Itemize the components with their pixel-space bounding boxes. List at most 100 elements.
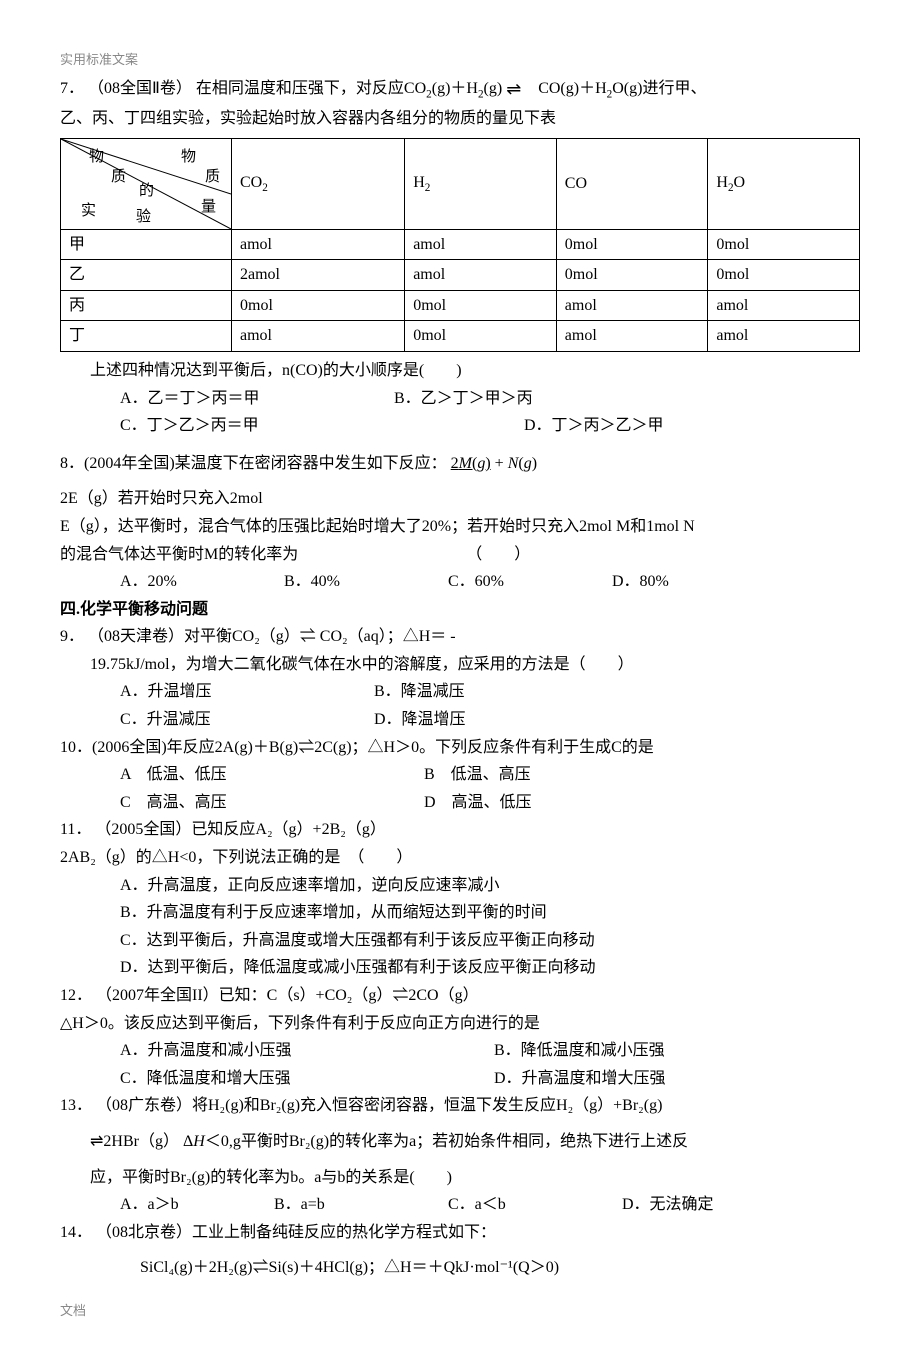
q7-stem-b: (g)＋H: [432, 80, 478, 97]
q13-line2: ⇌2HBr（g） ΔH＜0,g平衡时Br₂(g)的转化率为a；若初始条件相同，绝…: [60, 1129, 860, 1155]
q7-optA: A．乙＝丁＞丙＝甲: [120, 386, 390, 412]
q7-stem-line1: 7． （08全国Ⅱ卷） 在相同温度和压强下，对反应CO2(g)＋H2(g) CO…: [60, 75, 860, 104]
cell: 0mol: [405, 321, 557, 352]
q9-optD: D．降温增压: [374, 711, 466, 728]
cell: amol: [556, 290, 708, 321]
table-row: 丙 0mol 0mol amol amol: [61, 290, 860, 321]
cell: amol: [556, 321, 708, 352]
q9-options-row2: C．升温减压 D．降温增压: [60, 707, 860, 733]
q12-optC: C．降低温度和增大压强: [120, 1066, 490, 1092]
q13-line2b: ＜0,g平衡时Br₂(g)的转化率为a；若初始条件相同，绝热下进行上述反: [205, 1133, 688, 1150]
col-header: H2O: [708, 138, 860, 229]
q12-line2: △H＞0。该反应达到平衡后，下列条件有利于反应向正方向进行的是: [60, 1011, 860, 1037]
q11-optC: C．达到平衡后，升高温度或增大压强都有利于该反应平衡正向移动: [60, 928, 860, 954]
q14-line2: SiCl₄(g)＋2H₂(g)⇌Si(s)＋4HCl(g)；△H＝＋QkJ·mo…: [60, 1255, 860, 1281]
q7-table: 物 物 质 质 的 实 验 量 CO2 H2 CO H2O 甲 amol amo…: [60, 138, 860, 352]
q9-line1: 9． （08天津卷）对平衡CO₂（g）⇌ CO₂（aq）；△H＝ -: [60, 624, 860, 650]
diag-label-4: 的: [139, 179, 154, 203]
q11-optB: B．升高温度有利于反应速率增加，从而缩短达到平衡的时间: [60, 900, 860, 926]
q9-line2: 19.75kJ/mol，为增大二氧化碳气体在水中的溶解度，应采用的方法是（ ）: [60, 652, 860, 678]
q12-line1: 12． （2007年全国II）已知：C（s）+CO₂（g）⇌2CO（g）: [60, 983, 860, 1009]
q12-options-row1: A．升高温度和减小压强 B．降低温度和减小压强: [60, 1038, 860, 1064]
q7-options-row2: C．丁＞乙＞丙＝甲 D．丁＞丙＞乙＞甲: [60, 413, 860, 439]
diagonal-header-cell: 物 物 质 质 的 实 验 量: [61, 138, 232, 229]
cell: amol: [405, 229, 557, 260]
table-row: 乙 2amol amol 0mol 0mol: [61, 260, 860, 291]
q8-options: A．20% B．40% C．60% D．80%: [60, 569, 860, 595]
q10-options-row2: C 高温、高压 D 高温、低压: [60, 790, 860, 816]
q8-line1: 8．(2004年全国)某温度下在密闭容器中发生如下反应： 2M(g) + N(g…: [60, 451, 860, 477]
table-header-row: 物 物 质 质 的 实 验 量 CO2 H2 CO H2O: [61, 138, 860, 229]
row-label: 甲: [61, 229, 232, 260]
q13-optB: B．a=b: [274, 1192, 444, 1218]
q7-stem-a: 在相同温度和压强下，对反应CO: [196, 80, 426, 97]
q7-options-row1: A．乙＝丁＞丙＝甲 B．乙＞丁＞甲＞丙: [60, 386, 860, 412]
q13-options: A．a＞b B．a=b C．a＜b D．无法确定: [60, 1192, 860, 1218]
q8-optD: D．80%: [612, 573, 669, 590]
cell: 0mol: [405, 290, 557, 321]
q7-stem-d: CO(g)＋H: [538, 80, 606, 97]
cell: 2amol: [232, 260, 405, 291]
q13-line3: 应，平衡时Br₂(g)的转化率为b。a与b的关系是( ): [60, 1165, 860, 1191]
q8-optC: C．60%: [448, 569, 608, 595]
q8-optA: A．20%: [120, 569, 280, 595]
q7-stem-c: (g): [484, 80, 503, 97]
col-header: H2: [405, 138, 557, 229]
q10-optB: B 低温、高压: [424, 766, 531, 783]
q8-line2: 2E（g）若开始时只充入2mol: [60, 486, 860, 512]
q10-line1: 10．(2006全国)年反应2A(g)＋B(g)⇌2C(g)；△H＞0。下列反应…: [60, 735, 860, 761]
q10-optA: A 低温、低压: [120, 762, 420, 788]
q8-line4: 的混合气体达平衡时M的转化率为 （ ）: [60, 542, 860, 568]
q11-optA: A．升高温度，正向反应速率增加，逆向反应速率减小: [60, 873, 860, 899]
q9-optA: A．升温增压: [120, 679, 370, 705]
cell: 0mol: [708, 260, 860, 291]
diag-label-3b: 质: [205, 165, 220, 189]
q8-eqn: 2M(g): [451, 455, 491, 472]
equilibrium-arrow-icon: [506, 75, 534, 104]
q9-optB: B．降温减压: [374, 683, 465, 700]
table-row: 丁 amol 0mol amol amol: [61, 321, 860, 352]
q11-line2: 2AB₂（g）的△H<0，下列说法正确的是 （ ）: [60, 845, 860, 871]
q7-optC: C．丁＞乙＞丙＝甲: [120, 413, 520, 439]
q10-optC: C 高温、高压: [120, 790, 420, 816]
q13-optC: C．a＜b: [448, 1192, 618, 1218]
row-label: 丙: [61, 290, 232, 321]
q13-line1: 13． （08广东卷）将H₂(g)和Br₂(g)充入恒容密闭容器，恒温下发生反应…: [60, 1093, 860, 1119]
diag-label-7: 量: [201, 195, 216, 219]
q7-optB: B．乙＞丁＞甲＞丙: [394, 390, 533, 407]
q7-src: （08全国Ⅱ卷）: [88, 80, 192, 97]
diag-label-6: 验: [136, 205, 151, 229]
cell: amol: [232, 321, 405, 352]
q9-optC: C．升温减压: [120, 707, 370, 733]
q7-stem-line2: 乙、丙、丁四组实验，实验起始时放入容器内各组分的物质的量见下表: [60, 106, 860, 132]
q10-options-row1: A 低温、低压 B 低温、高压: [60, 762, 860, 788]
table-row: 甲 amol amol 0mol 0mol: [61, 229, 860, 260]
q12-optA: A．升高温度和减小压强: [120, 1038, 490, 1064]
row-label: 乙: [61, 260, 232, 291]
section4-title: 四.化学平衡移动问题: [60, 597, 860, 623]
cell: amol: [708, 290, 860, 321]
cell: 0mol: [556, 229, 708, 260]
col-header: CO: [556, 138, 708, 229]
diag-label-2: 物: [181, 145, 196, 169]
q9-options-row1: A．升温增压 B．降温减压: [60, 679, 860, 705]
cell: amol: [708, 321, 860, 352]
q12-options-row2: C．降低温度和增大压强 D．升高温度和增大压强: [60, 1066, 860, 1092]
cell: 0mol: [232, 290, 405, 321]
col-header: CO2: [232, 138, 405, 229]
q14-line1: 14． （08北京卷）工业上制备纯硅反应的热化学方程式如下：: [60, 1220, 860, 1246]
cell: 0mol: [556, 260, 708, 291]
q7-stem-e: O(g)进行甲、: [612, 80, 706, 97]
q10-optD: D 高温、低压: [424, 794, 532, 811]
diag-label-1: 物: [89, 145, 104, 169]
diag-label-3: 质: [111, 165, 126, 189]
cell: amol: [405, 260, 557, 291]
cell: amol: [232, 229, 405, 260]
q7-num: 7．: [60, 80, 84, 97]
q8-optB: B．40%: [284, 569, 444, 595]
q13-optD: D．无法确定: [622, 1196, 714, 1213]
q13-optA: A．a＞b: [120, 1192, 270, 1218]
q13-line2a: ⇌2HBr（g） Δ: [90, 1133, 193, 1150]
q12-optD: D．升高温度和增大压强: [494, 1070, 666, 1087]
diag-label-5: 实: [81, 199, 96, 223]
